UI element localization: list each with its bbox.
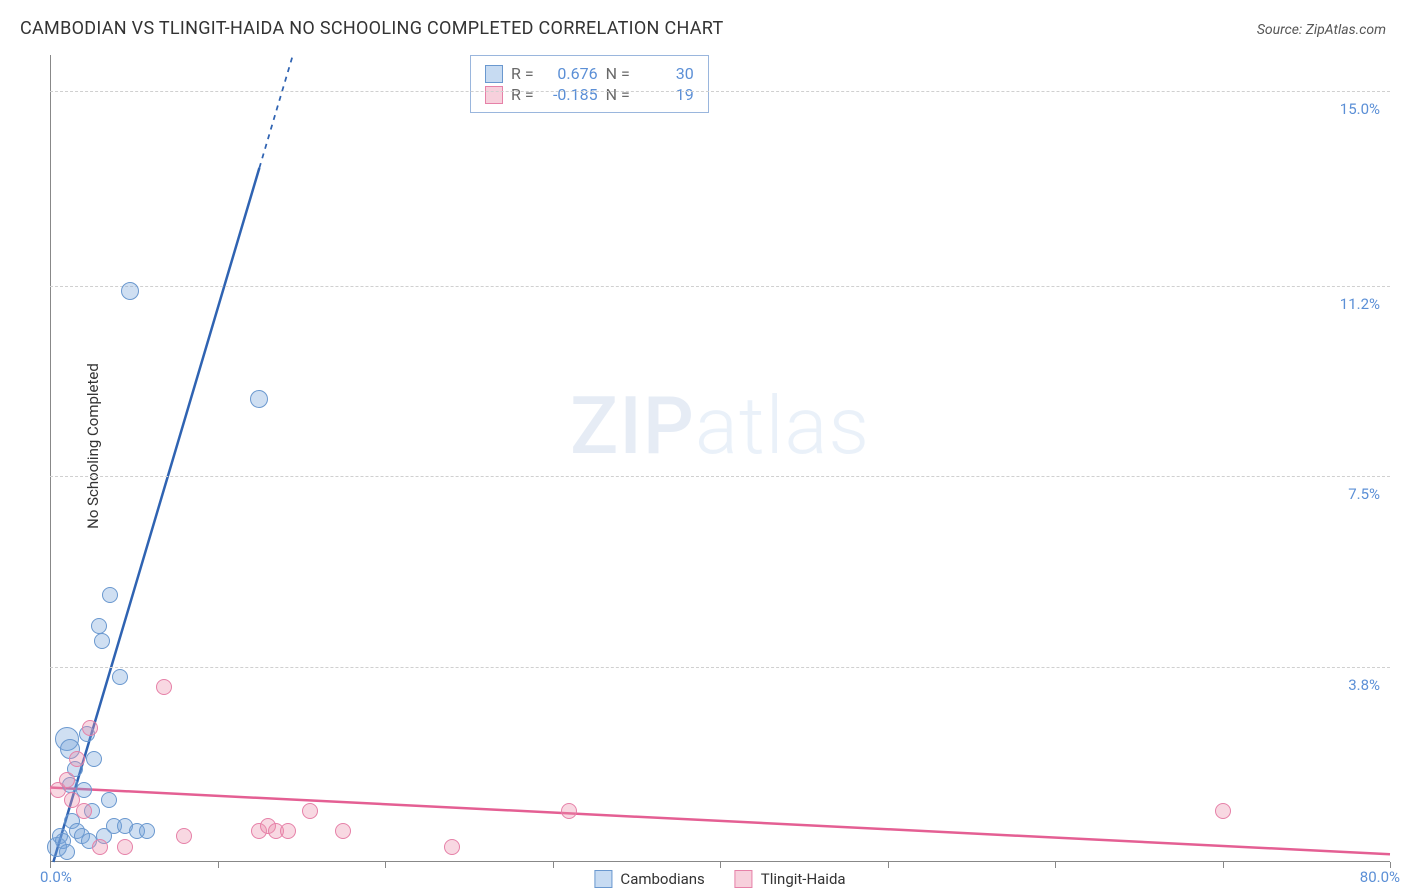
y-tick-label: 3.8% xyxy=(1348,676,1380,694)
plot-area: ZIPatlas 0.0% 80.0% R = 0.676 N = 30 R =… xyxy=(50,55,1390,862)
x-tick xyxy=(1055,862,1056,868)
scatter-point xyxy=(69,751,85,767)
grid-line xyxy=(50,286,1390,287)
scatter-point xyxy=(86,751,102,767)
scatter-point xyxy=(156,679,172,695)
swatch-series-0 xyxy=(485,65,503,83)
chart-title: CAMBODIAN VS TLINGIT-HAIDA NO SCHOOLING … xyxy=(20,18,724,39)
scatter-point xyxy=(102,587,118,603)
x-tick xyxy=(720,862,721,868)
x-tick xyxy=(553,862,554,868)
y-tick-label: 15.0% xyxy=(1340,100,1380,118)
grid-line xyxy=(50,91,1390,92)
scatter-point xyxy=(94,633,110,649)
scatter-point xyxy=(139,823,155,839)
legend-row-1: R = -0.185 N = 19 xyxy=(485,85,694,104)
scatter-point xyxy=(444,839,460,855)
chart-header: CAMBODIAN VS TLINGIT-HAIDA NO SCHOOLING … xyxy=(0,0,1406,47)
x-tick xyxy=(888,862,889,868)
y-tick-label: 11.2% xyxy=(1340,295,1380,313)
legend-item-0: Cambodians xyxy=(594,870,704,888)
grid-line xyxy=(50,476,1390,477)
correlation-legend: R = 0.676 N = 30 R = -0.185 N = 19 xyxy=(470,55,709,113)
scatter-point xyxy=(1215,803,1231,819)
trend-svg xyxy=(50,55,1390,862)
x-tick xyxy=(50,862,51,868)
scatter-point xyxy=(176,828,192,844)
legend-item-1: Tlingit-Haida xyxy=(735,870,846,888)
scatter-point xyxy=(561,803,577,819)
scatter-point xyxy=(117,839,133,855)
scatter-point xyxy=(59,772,75,788)
swatch-icon xyxy=(594,870,612,888)
series-legend: Cambodians Tlingit-Haida xyxy=(594,870,845,888)
x-axis-max-label: 80.0% xyxy=(1360,868,1400,886)
x-tick xyxy=(218,862,219,868)
chart-source: Source: ZipAtlas.com xyxy=(1257,22,1386,38)
scatter-point xyxy=(250,390,268,408)
scatter-point xyxy=(92,839,108,855)
y-tick-label: 7.5% xyxy=(1348,485,1380,503)
scatter-point xyxy=(280,823,296,839)
scatter-point xyxy=(91,618,107,634)
swatch-series-1 xyxy=(485,86,503,104)
swatch-icon xyxy=(735,870,753,888)
x-tick xyxy=(385,862,386,868)
scatter-point xyxy=(82,720,98,736)
scatter-point xyxy=(112,669,128,685)
x-tick xyxy=(1390,862,1391,868)
scatter-point xyxy=(121,282,139,300)
scatter-point xyxy=(101,792,117,808)
scatter-point xyxy=(302,803,318,819)
legend-row-0: R = 0.676 N = 30 xyxy=(485,64,694,83)
scatter-point xyxy=(335,823,351,839)
x-tick xyxy=(1223,862,1224,868)
scatter-point xyxy=(59,844,75,860)
grid-line xyxy=(50,667,1390,668)
scatter-point xyxy=(76,803,92,819)
x-axis-min-label: 0.0% xyxy=(40,868,72,886)
